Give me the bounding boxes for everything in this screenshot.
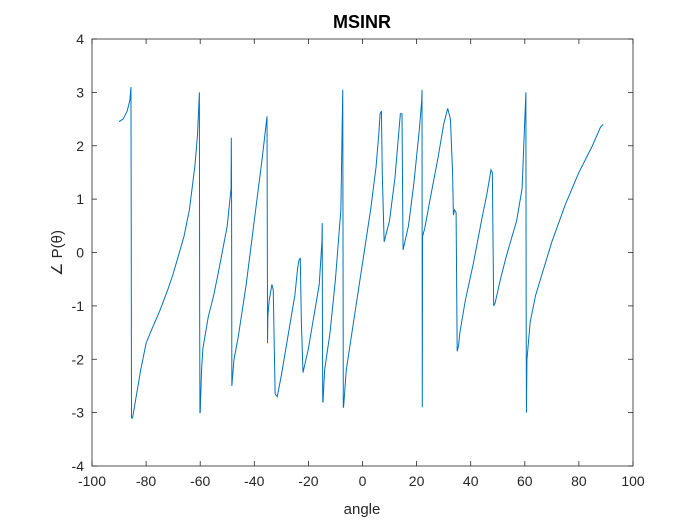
- axis-ticks: [91, 38, 634, 467]
- x-axis-label: angle: [344, 501, 381, 518]
- y-tick-label: -4: [72, 458, 85, 474]
- y-tick-label: 0: [76, 245, 84, 261]
- x-tick-labels: -100 -80 -60 -40 -20 0 20 40 60 80 100: [78, 473, 645, 489]
- plot-area: [91, 38, 634, 467]
- y-tick-label: -3: [72, 405, 85, 421]
- x-tick-label: -20: [298, 473, 318, 489]
- x-tick-label: 100: [621, 473, 645, 489]
- chart-title: MSINR: [333, 12, 391, 32]
- y-tick-label: -1: [72, 298, 85, 314]
- x-tick-label: -60: [190, 473, 210, 489]
- y-tick-labels: 4 3 2 1 0 -1 -2 -3 -4: [72, 31, 85, 474]
- x-tick-label: -80: [136, 473, 156, 489]
- y-tick-label: -2: [72, 351, 85, 367]
- y-tick-label: 3: [76, 84, 84, 100]
- y-tick-label: 1: [76, 191, 84, 207]
- x-tick-label: 40: [463, 473, 479, 489]
- x-tick-label: 20: [409, 473, 425, 489]
- x-tick-label: -40: [244, 473, 264, 489]
- data-series-line: [118, 86, 604, 419]
- y-tick-label: 2: [76, 138, 84, 154]
- x-tick-label: -100: [78, 473, 106, 489]
- y-axis-label: ∠ P(θ): [49, 230, 66, 276]
- x-tick-label: 0: [359, 473, 367, 489]
- x-tick-label: 60: [517, 473, 533, 489]
- y-tick-label: 4: [76, 31, 84, 47]
- x-tick-label: 80: [571, 473, 587, 489]
